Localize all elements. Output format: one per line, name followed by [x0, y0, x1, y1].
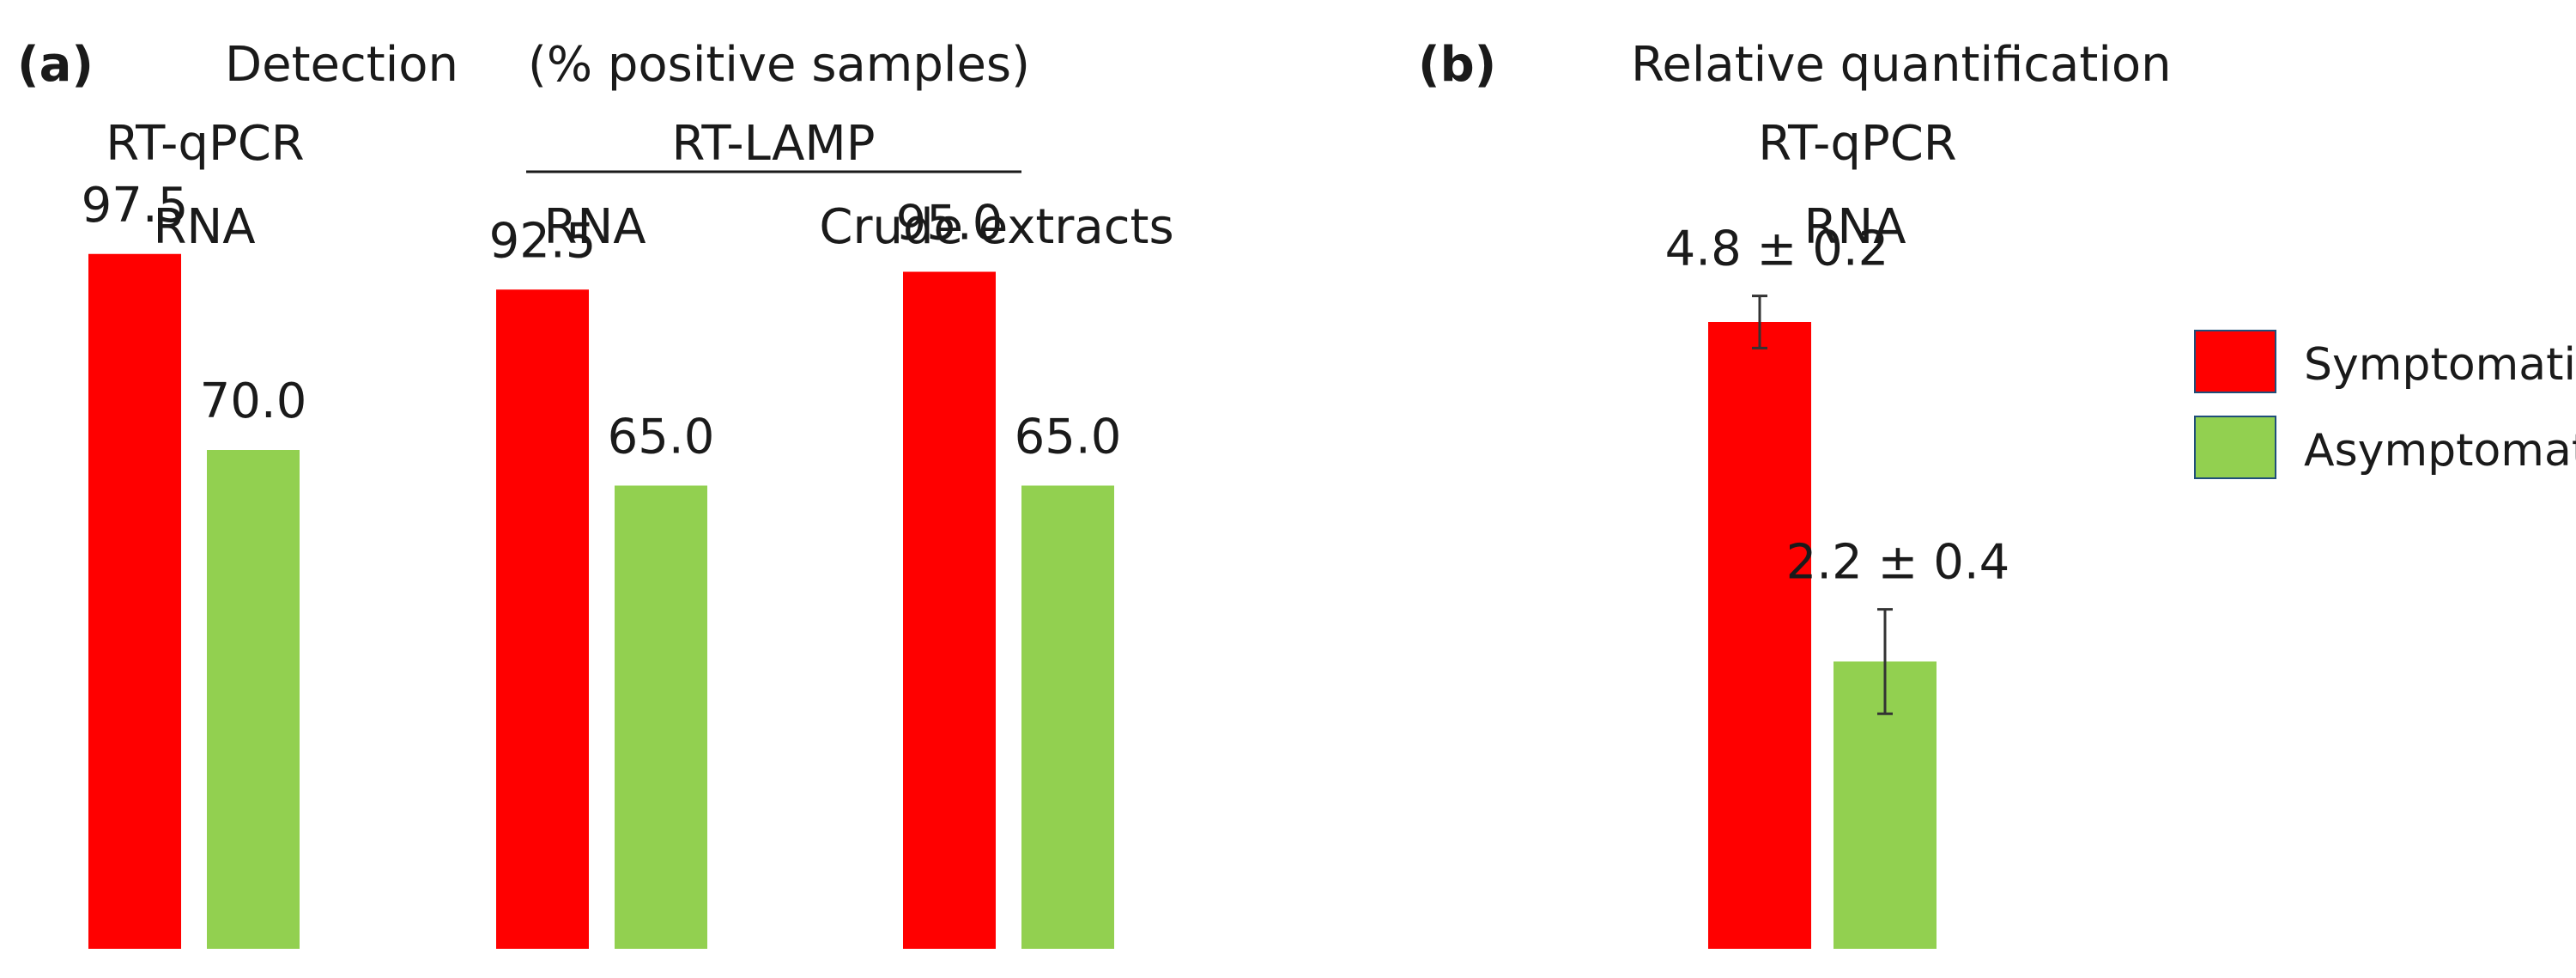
legend-label-asymptomatic: Asymptomatic [2304, 425, 2576, 477]
category-label-crude-extracts: Crude extracts [819, 199, 1173, 255]
panel-a-subtitle: (% positive samples) [528, 37, 1030, 93]
value-label-rt-lamp-rna-symptomatic: 92.5 [489, 213, 597, 269]
value-label-rt-qpcr-rna-symptomatic: 97.5 [82, 178, 189, 234]
bar-rt-lamp-rna-symptomatic [496, 289, 589, 949]
category-label-lamp-rna: RNA [543, 199, 646, 255]
panel-b-title: Relative quantification [1631, 37, 2172, 93]
value-label-quant-symptomatic: 4.8 ± 0.2 [1665, 222, 1889, 277]
bar-rt-qpcr-rna-asymptomatic [207, 450, 300, 949]
panel-a-label: (a) [17, 37, 94, 93]
value-label-rt-qpcr-rna-asymptomatic: 70.0 [200, 374, 307, 429]
panel-b-category-label: RNA [1803, 199, 1906, 255]
category-label-qpcr-rna: RNA [153, 199, 255, 255]
panel-a-title: Detection [225, 37, 458, 93]
bar-rt-lamp-crude-symptomatic [903, 271, 996, 949]
bar-quant-symptomatic [1708, 322, 1811, 949]
panel-b-label: (b) [1418, 37, 1496, 93]
bar-rt-lamp-crude-asymptomatic [1021, 485, 1114, 949]
value-label-quant-asymptomatic: 2.2 ± 0.4 [1786, 535, 2010, 591]
value-label-rt-lamp-crude-symptomatic: 95.0 [896, 196, 1003, 252]
legend-swatch-asymptomatic [2194, 416, 2276, 479]
bar-rt-qpcr-rna-symptomatic [88, 253, 181, 949]
value-label-rt-lamp-rna-asymptomatic: 65.0 [608, 410, 715, 465]
bar-rt-lamp-rna-asymptomatic [615, 485, 707, 949]
method-label-rt-lamp: RT-LAMP [672, 116, 876, 172]
legend-swatch-symptomatic [2194, 330, 2276, 393]
panel-b-method-label: RT-qPCR [1758, 116, 1956, 172]
value-label-rt-lamp-crude-asymptomatic: 65.0 [1015, 410, 1122, 465]
method-label-rt-qpcr: RT-qPCR [106, 116, 304, 172]
legend-label-symptomatic: Symptomatic [2304, 339, 2576, 391]
